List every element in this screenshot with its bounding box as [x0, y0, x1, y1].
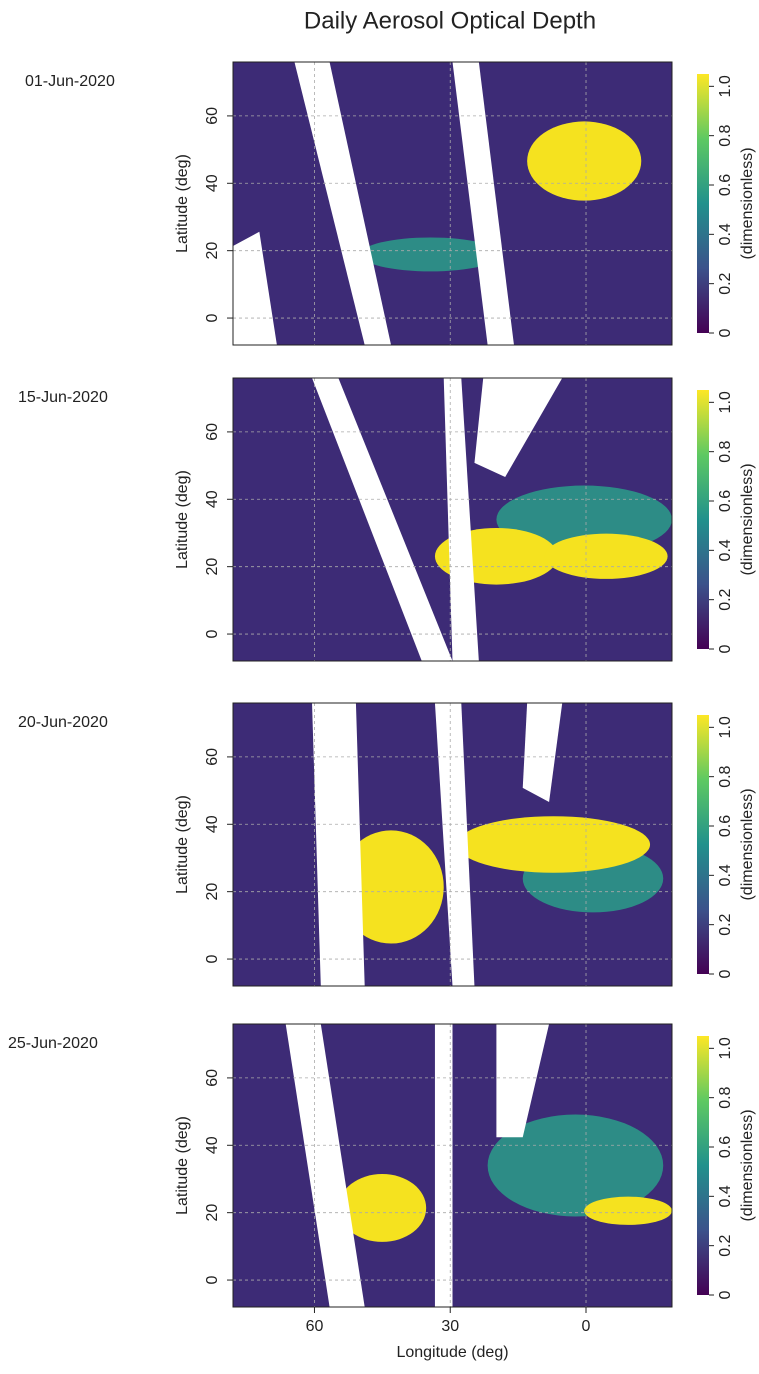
map-frame — [232, 61, 673, 346]
colorbar — [697, 715, 709, 974]
missing-data — [474, 378, 563, 478]
missing-data — [233, 231, 277, 345]
panel-date: 20-Jun-2020 — [18, 714, 108, 731]
x-tick-label: 60 — [306, 1318, 324, 1335]
colorbar-tick-label: 0.2 — [717, 1234, 734, 1256]
colorbar-tick-label: 0.8 — [717, 765, 734, 787]
colorbar-label: (dimensionless) — [739, 1109, 756, 1221]
colorbar-tick-label: 0.6 — [717, 490, 734, 512]
missing-data — [312, 703, 365, 986]
colorbar-tick-label: 0.8 — [717, 124, 734, 146]
colorbar — [697, 1036, 709, 1295]
panel-date: 25-Jun-2020 — [8, 1035, 98, 1052]
map-background — [233, 62, 672, 345]
y-tick-label: 20 — [204, 242, 221, 260]
colorbar-tick-label: 0.6 — [717, 815, 734, 837]
colorbar-tick-label: 0 — [717, 644, 734, 653]
aerosol-plume — [338, 830, 444, 944]
colorbar-tick-label: 0 — [717, 328, 734, 337]
missing-data — [434, 703, 475, 986]
y-tick-label: 60 — [204, 1069, 221, 1087]
colorbar-label: (dimensionless) — [739, 147, 756, 259]
y-axis-label: Latitude (deg) — [174, 470, 191, 569]
y-tick-label: 60 — [204, 107, 221, 125]
map-panel — [233, 703, 672, 986]
colorbar-tick-label: 0.6 — [717, 1136, 734, 1158]
colorbar-label: (dimensionless) — [739, 788, 756, 900]
missing-data — [285, 1024, 365, 1307]
aerosol-plume — [584, 1196, 672, 1225]
colorbar-tick-label: 0.4 — [717, 1185, 734, 1207]
y-tick-label: 0 — [204, 955, 221, 964]
colorbar-tick-label: 0.4 — [717, 223, 734, 245]
colorbar-tick-label: 0.4 — [717, 864, 734, 886]
colorbar-tick-label: 1.0 — [717, 1037, 734, 1059]
colorbar-tick-label: 1.0 — [717, 716, 734, 738]
aerosol-plume — [487, 1114, 664, 1217]
y-axis-label: Latitude (deg) — [174, 154, 191, 253]
missing-data — [312, 378, 453, 661]
map-panel — [233, 378, 672, 661]
missing-data — [452, 62, 514, 345]
map-panel — [233, 62, 672, 345]
y-tick-label: 0 — [204, 630, 221, 639]
colorbar-label: (dimensionless) — [739, 463, 756, 575]
y-tick-label: 60 — [204, 423, 221, 441]
colorbar — [697, 74, 709, 333]
missing-data — [522, 703, 563, 803]
y-tick-label: 40 — [204, 174, 221, 192]
y-tick-label: 40 — [204, 815, 221, 833]
colorbar-tick-label: 0 — [717, 969, 734, 978]
missing-data — [434, 1024, 453, 1307]
x-tick-label: 30 — [441, 1318, 459, 1335]
colorbar — [697, 390, 709, 649]
x-tick-label: 0 — [582, 1318, 591, 1335]
aerosol-plume — [544, 533, 668, 579]
y-tick-label: 40 — [204, 1136, 221, 1154]
aerosol-plume — [338, 1173, 427, 1242]
x-axis-label: Longitude (deg) — [396, 1344, 508, 1361]
map-panel — [233, 1024, 672, 1307]
colorbar-tick-label: 1.0 — [717, 75, 734, 97]
missing-data — [496, 1024, 550, 1138]
colorbar-tick-label: 0.6 — [717, 174, 734, 196]
y-tick-label: 0 — [204, 314, 221, 323]
map-frame — [232, 1023, 673, 1308]
panel-date: 15-Jun-2020 — [18, 389, 108, 406]
colorbar-tick-label: 0.8 — [717, 440, 734, 462]
missing-data — [294, 62, 392, 345]
colorbar-tick-label: 0.8 — [717, 1086, 734, 1108]
colorbar-tick-label: 0.2 — [717, 588, 734, 610]
map-frame — [232, 377, 673, 662]
y-tick-label: 40 — [204, 490, 221, 508]
colorbar-tick-label: 0.4 — [717, 539, 734, 561]
y-tick-label: 0 — [204, 1276, 221, 1285]
y-axis-label: Latitude (deg) — [174, 1116, 191, 1215]
y-tick-label: 20 — [204, 558, 221, 576]
figure-title: Daily Aerosol Optical Depth — [304, 7, 596, 34]
aerosol-plume — [527, 121, 642, 201]
y-tick-label: 20 — [204, 1204, 221, 1222]
y-tick-label: 60 — [204, 748, 221, 766]
aerosol-plume — [360, 237, 501, 272]
panel-date: 01-Jun-2020 — [25, 73, 115, 90]
colorbar-tick-label: 0 — [717, 1290, 734, 1299]
y-tick-label: 20 — [204, 883, 221, 901]
missing-data — [443, 378, 479, 661]
y-axis-label: Latitude (deg) — [174, 795, 191, 894]
colorbar-tick-label: 0.2 — [717, 913, 734, 935]
aerosol-plume — [456, 816, 651, 873]
colorbar-tick-label: 0.2 — [717, 272, 734, 294]
map-frame — [232, 702, 673, 987]
colorbar-tick-label: 1.0 — [717, 391, 734, 413]
